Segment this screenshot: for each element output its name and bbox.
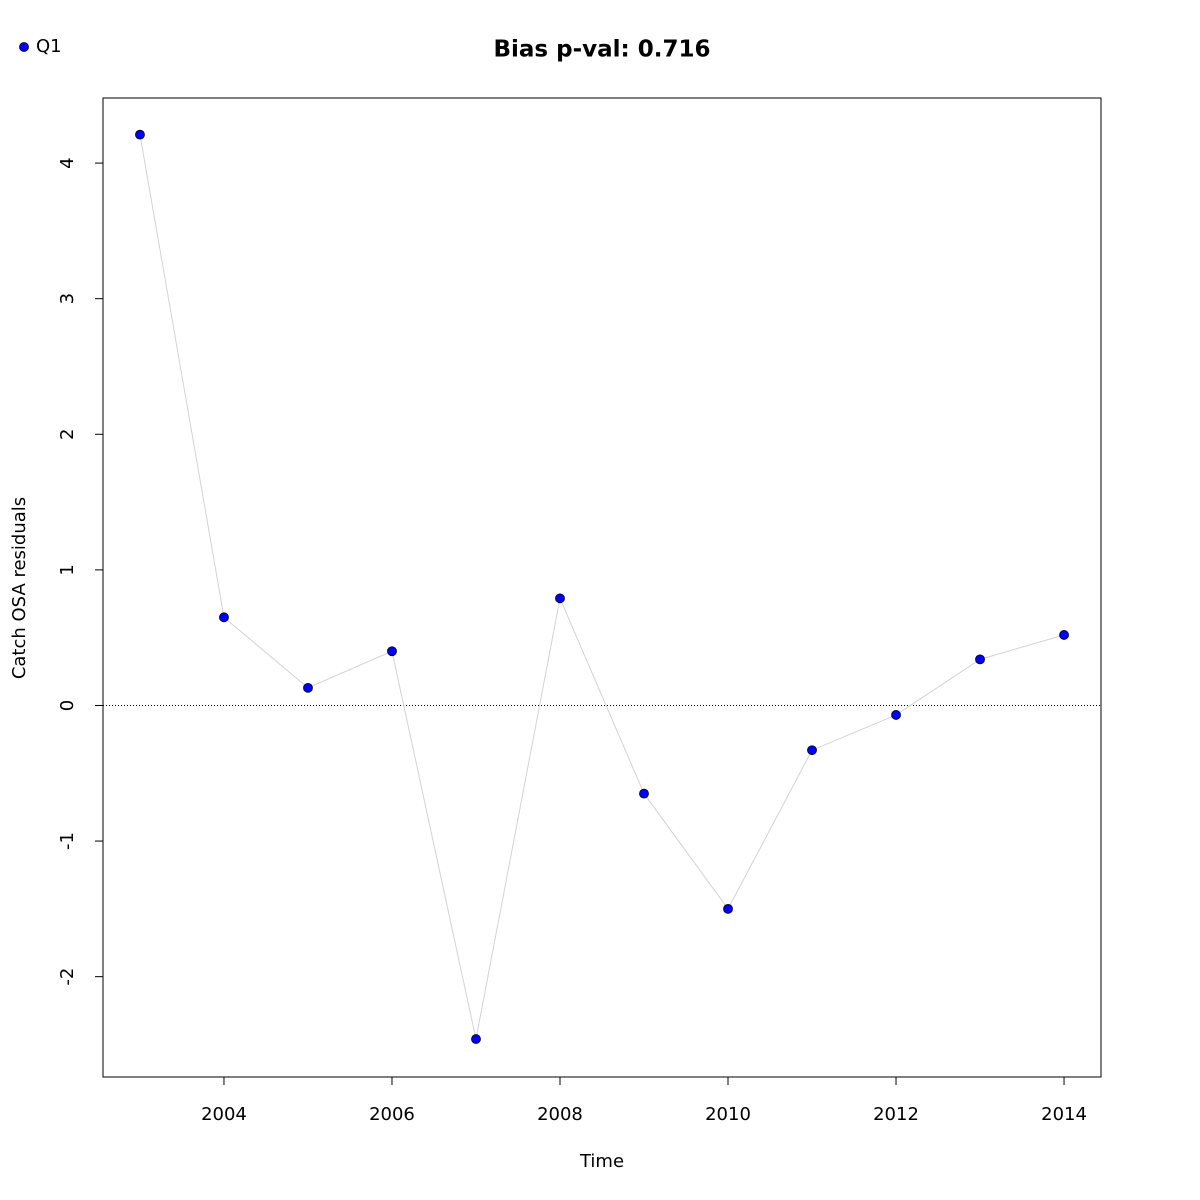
x-tick-label: 2014 [1041,1104,1087,1125]
data-point [723,903,733,914]
y-tick-label: -1 [57,832,78,850]
y-axis-label: Catch OSA residuals [9,497,30,679]
series-line [139,134,1065,1040]
data-point [219,612,229,623]
data-point [639,788,649,799]
x-tick-label: 2004 [201,1104,247,1125]
data-point [387,646,397,657]
data-point [891,710,901,720]
y-tick-label: 4 [57,157,78,168]
y-tick-label: 2 [57,429,78,440]
y-tick-label: 0 [57,700,78,711]
x-tick-label: 2008 [537,1104,583,1125]
x-tick-label: 2006 [369,1104,415,1125]
data-point [471,1034,481,1044]
chart-title: Bias p-val: 0.716 [494,37,711,63]
data-point [303,682,313,693]
data-point [555,593,565,604]
legend-label: Q1 [36,36,62,57]
data-point [1059,630,1069,640]
x-axis-label: Time [579,1151,624,1172]
data-point [807,745,817,756]
x-tick-label: 2012 [873,1104,919,1125]
data-point [135,129,145,140]
y-tick-label: 1 [57,564,78,575]
legend-marker [19,42,29,52]
plot-frame [102,97,1102,1078]
y-tick-label: 3 [57,293,78,304]
data-point [975,654,985,665]
y-tick-label: -2 [57,968,78,986]
x-tick-label: 2010 [705,1104,751,1125]
